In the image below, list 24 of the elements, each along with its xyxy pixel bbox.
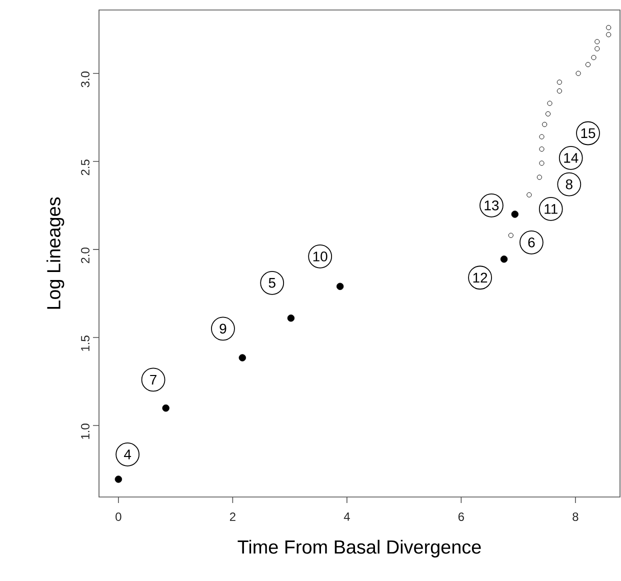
annotation: 13 (484, 200, 499, 210)
x-tick-label: 0 (116, 512, 122, 521)
y-axis-title: Log Lineages (46, 197, 64, 309)
x-tick-label: 8 (572, 512, 578, 521)
y-tick-label: 2.5 (81, 160, 90, 176)
annotation: 14 (564, 153, 578, 163)
x-axis-title: Time From Basal Divergence (238, 540, 481, 558)
annotation: 12 (473, 272, 488, 282)
y-tick-label: 1.5 (81, 336, 90, 351)
annotation: 11 (544, 204, 558, 214)
y-tick-label: 1.0 (81, 424, 90, 439)
x-tick-label: 4 (344, 512, 350, 521)
annotation: 10 (313, 252, 328, 262)
y-tick-label: 2.0 (81, 248, 90, 264)
annotation: 5 (268, 278, 276, 288)
annotation: 15 (581, 128, 596, 138)
x-tick-label: 2 (230, 512, 236, 521)
annotation: 8 (566, 179, 572, 190)
x-tick-label: 6 (458, 512, 464, 521)
annotation: 6 (528, 237, 535, 248)
annotation: 4 (124, 450, 132, 460)
annotation: 9 (220, 324, 226, 334)
y-tick-label: 3.0 (81, 72, 90, 88)
annotation: 7 (150, 374, 156, 385)
